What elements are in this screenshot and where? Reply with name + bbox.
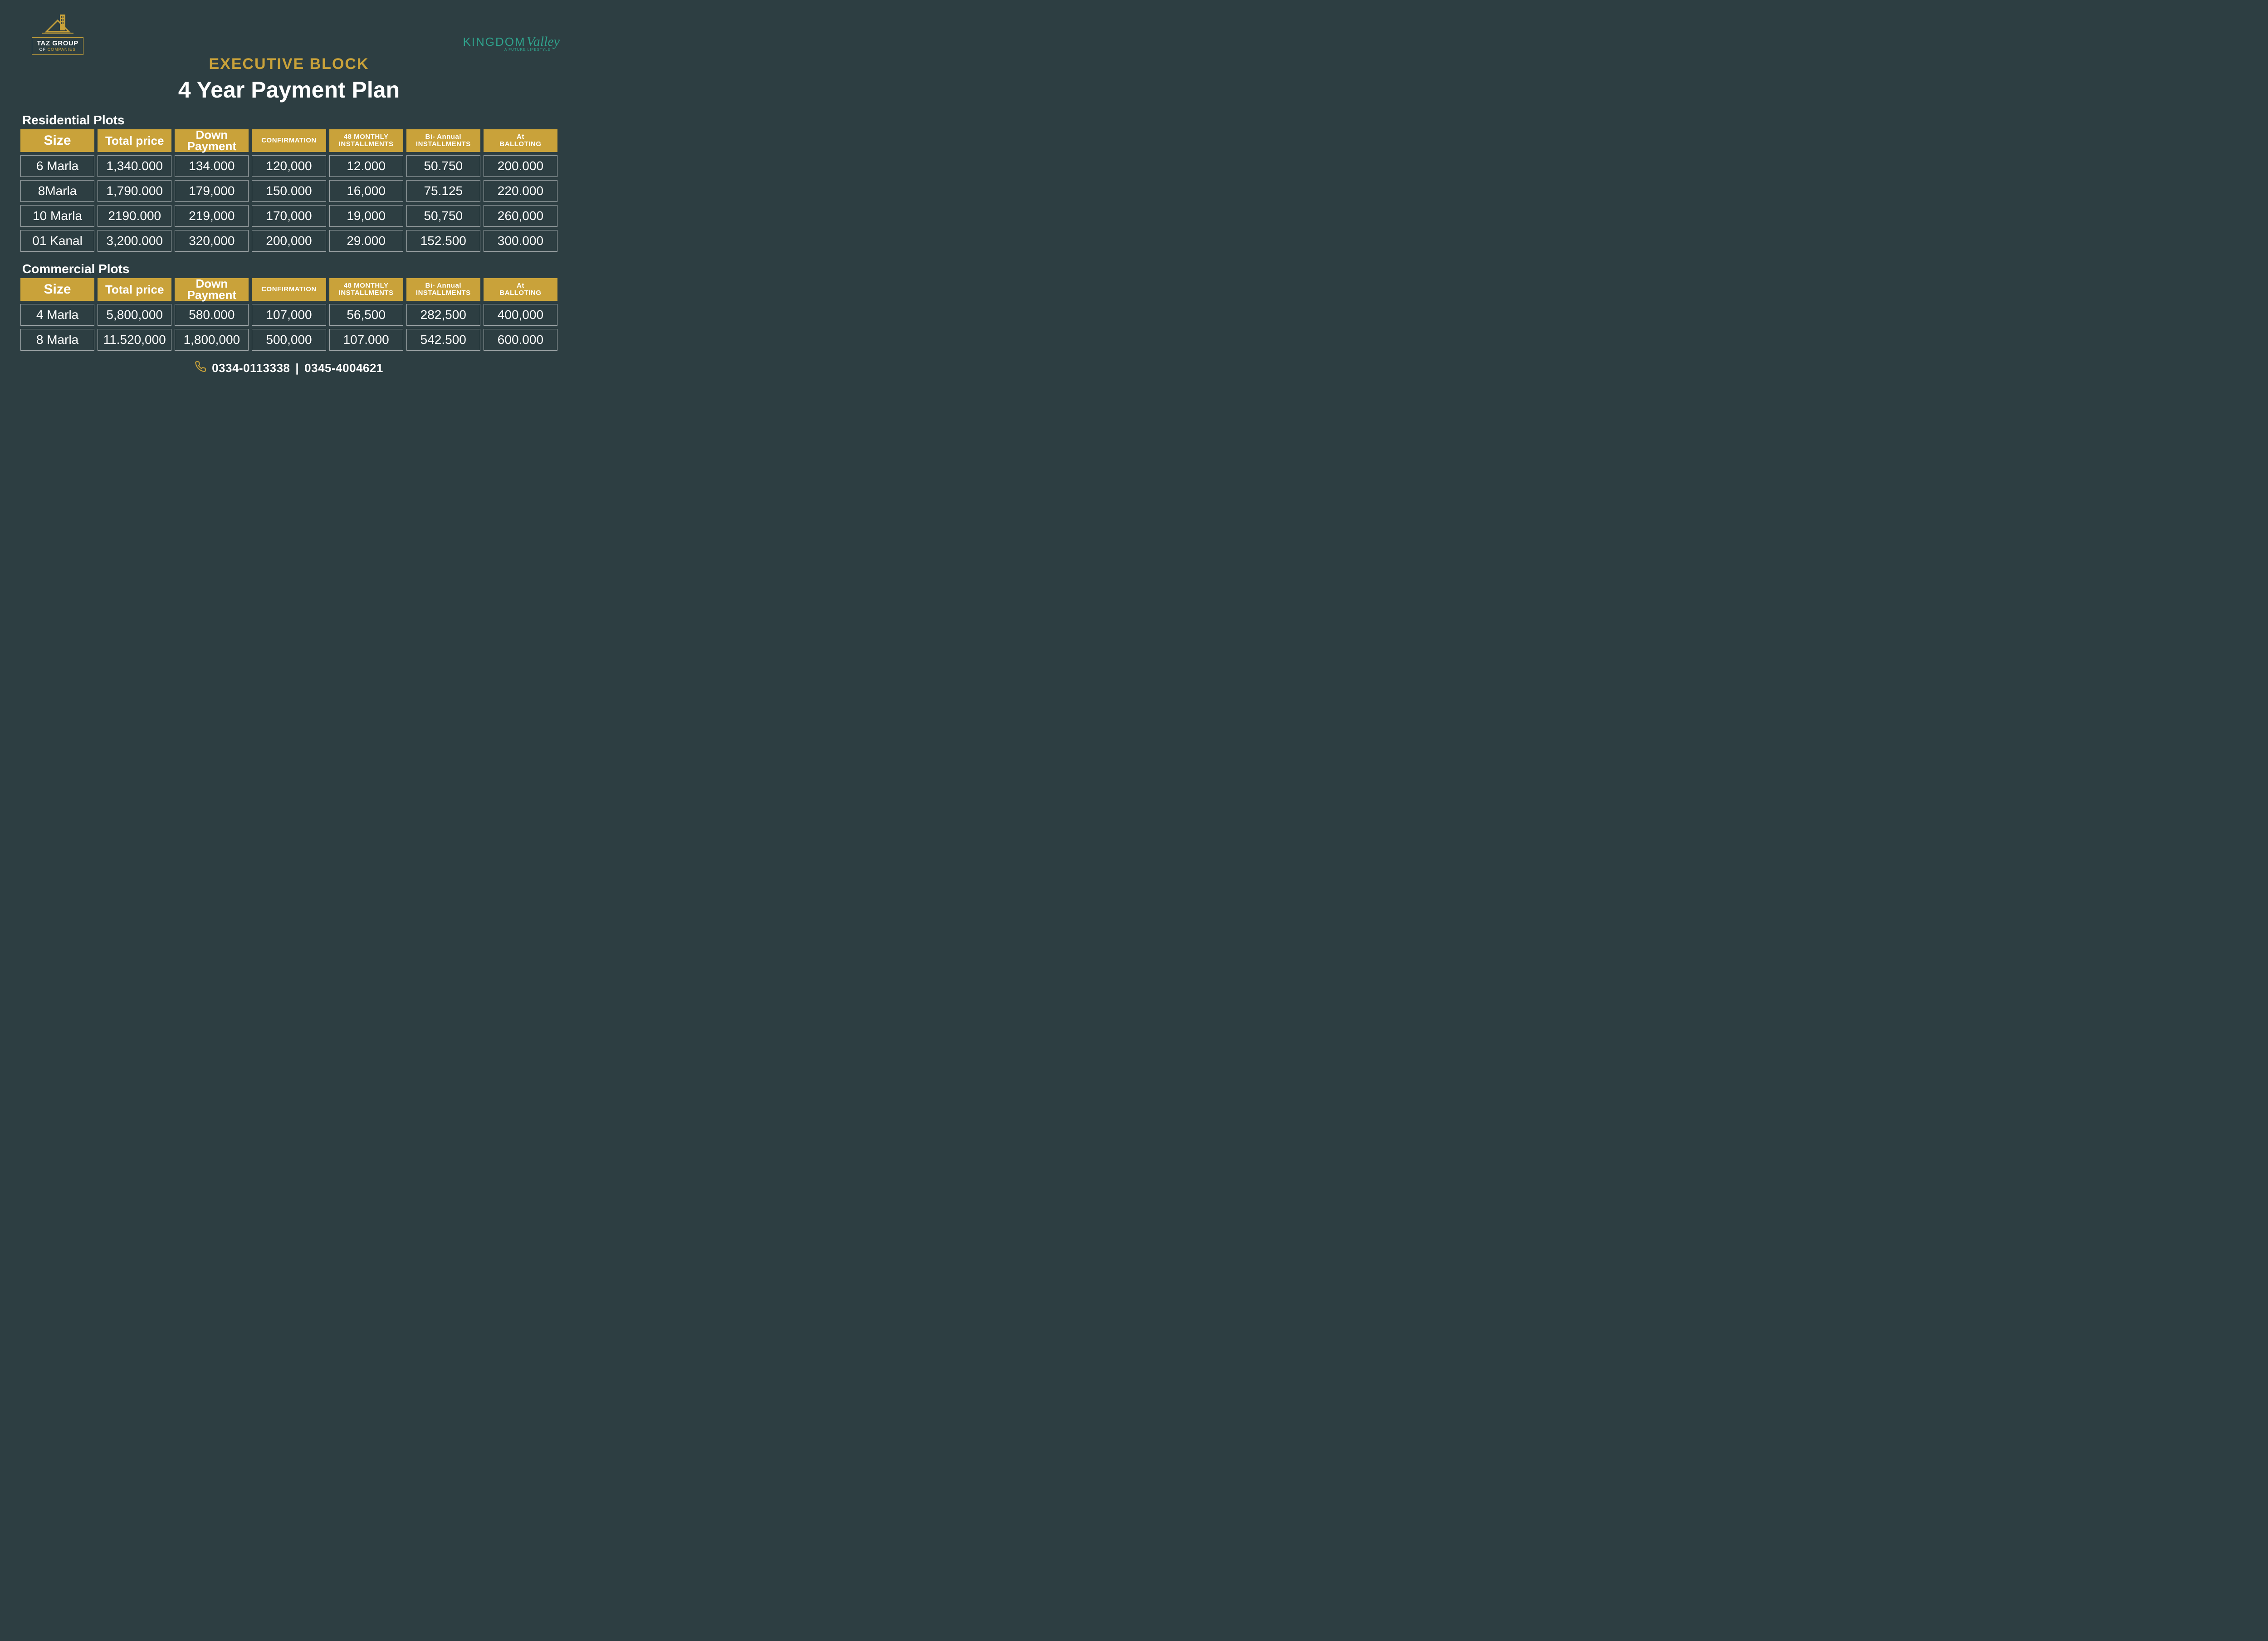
commercial-table: Size Total price DownPayment CONFIRMATIO… [20,278,557,351]
cell-conf: 120,000 [252,155,326,177]
cell-size: 8 Marla [20,329,94,351]
cell-total: 1,340.000 [98,155,171,177]
taz-group-name-box: TAZ GROUP OF COMPANIES [32,37,83,55]
col-48-monthly: 48 MONTHLYINSTALLMENTS [329,129,403,152]
phone-1: 0334-0113338 [212,361,290,375]
table-row: 8Marla 1,790.000 179,000 150.000 16,000 … [20,180,557,202]
kingdom-word: KINGDOM [463,35,525,49]
col-down: DownPayment [175,129,249,152]
cell-conf: 170,000 [252,205,326,227]
col-size: Size [20,129,94,152]
cell-bal: 400,000 [484,304,557,326]
cell-bi: 152.500 [406,230,480,252]
cell-conf: 200,000 [252,230,326,252]
cell-m48: 12.000 [329,155,403,177]
cell-down: 580.000 [175,304,249,326]
cell-bal: 220.000 [484,180,557,202]
cell-bal: 600.000 [484,329,557,351]
kingdom-valley-logo: KINGDOMValley A FUTURE LIFESTYLE [463,34,560,52]
cell-total: 1,790.000 [98,180,171,202]
cell-size: 4 Marla [20,304,94,326]
valley-word: Valley [527,34,560,49]
cell-bi: 50,750 [406,205,480,227]
cell-m48: 19,000 [329,205,403,227]
col-down: DownPayment [175,278,249,301]
title-block: EXECUTIVE BLOCK 4 Year Payment Plan [20,55,557,103]
col-total: Total price [98,278,171,301]
col-confirmation: CONFIRMATION [252,129,326,152]
cell-conf: 500,000 [252,329,326,351]
building-icon [37,9,78,36]
cell-down: 179,000 [175,180,249,202]
cell-bi: 50.750 [406,155,480,177]
cell-conf: 150.000 [252,180,326,202]
table-row: 01 Kanal 3,200.000 320,000 200,000 29.00… [20,230,557,252]
cell-bal: 260,000 [484,205,557,227]
col-balloting: AtBALLOTING [484,278,557,301]
cell-bal: 200.000 [484,155,557,177]
cell-size: 10 Marla [20,205,94,227]
col-48-monthly: 48 MONTHLYINSTALLMENTS [329,278,403,301]
col-total: Total price [98,129,171,152]
cell-total: 11.520,000 [98,329,171,351]
payment-plan-title: 4 Year Payment Plan [20,77,557,103]
cell-bal: 300.000 [484,230,557,252]
col-bi-annual: Bi- AnnualINSTALLMENTS [406,129,480,152]
cell-total: 3,200.000 [98,230,171,252]
cell-bi: 75.125 [406,180,480,202]
cell-m48: 56,500 [329,304,403,326]
commercial-label: Commercial Plots [20,262,557,276]
separator: | [295,361,299,375]
cell-conf: 107,000 [252,304,326,326]
cell-total: 2190.000 [98,205,171,227]
cell-size: 8Marla [20,180,94,202]
col-balloting: AtBALLOTING [484,129,557,152]
footer: 0334-0113338 | 0345-4004621 [20,361,557,376]
cell-down: 320,000 [175,230,249,252]
cell-down: 134.000 [175,155,249,177]
col-confirmation: CONFIRMATION [252,278,326,301]
logo-line1: TAZ GROUP [37,39,78,47]
cell-m48: 16,000 [329,180,403,202]
table-row: 4 Marla 5,800,000 580.000 107,000 56,500… [20,304,557,326]
logo-line2: OF COMPANIES [37,47,78,52]
cell-size: 6 Marla [20,155,94,177]
table-row: 8 Marla 11.520,000 1,800,000 500,000 107… [20,329,557,351]
taz-group-logo: TAZ GROUP OF COMPANIES [32,9,83,55]
cell-size: 01 Kanal [20,230,94,252]
residential-table: Size Total price DownPayment CONFIRMATIO… [20,129,557,252]
cell-m48: 29.000 [329,230,403,252]
residential-label: Residential Plots [20,113,557,127]
table-row: 10 Marla 2190.000 219,000 170,000 19,000… [20,205,557,227]
col-bi-annual: Bi- AnnualINSTALLMENTS [406,278,480,301]
phone-icon [195,361,206,376]
phone-2: 0345-4004621 [304,361,383,375]
cell-m48: 107.000 [329,329,403,351]
executive-block-title: EXECUTIVE BLOCK [20,55,557,73]
cell-total: 5,800,000 [98,304,171,326]
table-header-row: Size Total price DownPayment CONFIRMATIO… [20,129,557,152]
cell-down: 219,000 [175,205,249,227]
cell-down: 1,800,000 [175,329,249,351]
table-header-row: Size Total price DownPayment CONFIRMATIO… [20,278,557,301]
cell-bi: 542.500 [406,329,480,351]
col-size: Size [20,278,94,301]
cell-bi: 282,500 [406,304,480,326]
table-row: 6 Marla 1,340.000 134.000 120,000 12.000… [20,155,557,177]
